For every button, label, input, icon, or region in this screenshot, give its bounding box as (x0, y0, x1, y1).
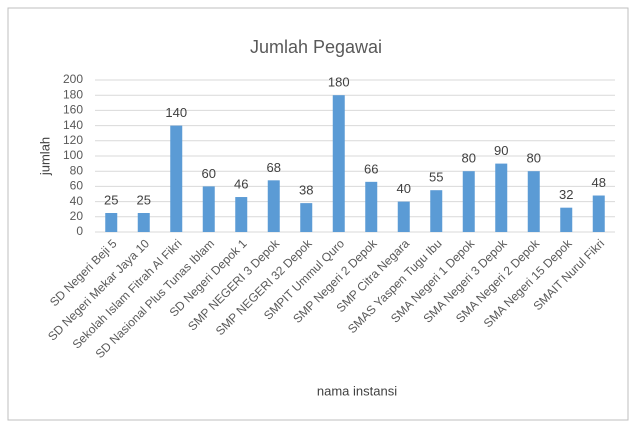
y-tick-label: 120 (63, 133, 83, 147)
bar (365, 181, 378, 232)
bar (397, 201, 410, 232)
bar (430, 190, 443, 232)
bar (560, 207, 573, 232)
x-axis-title: nama instansi (317, 383, 397, 398)
y-tick-label: 100 (63, 148, 83, 162)
bar (462, 171, 475, 232)
bar (235, 197, 248, 232)
bar (267, 180, 280, 232)
data-label: 60 (202, 166, 216, 181)
bar (592, 195, 605, 232)
data-label: 68 (267, 160, 281, 175)
data-label: 90 (494, 143, 508, 158)
y-tick-label: 20 (70, 209, 84, 223)
data-label: 40 (397, 181, 411, 196)
data-label: 180 (328, 75, 350, 90)
y-tick-label: 200 (63, 72, 83, 86)
y-tick-label: 180 (63, 87, 83, 101)
chart-title: Jumlah Pegawai (250, 37, 382, 57)
bar (170, 125, 183, 232)
bar (300, 203, 313, 232)
data-label: 140 (165, 105, 187, 120)
data-label: 55 (429, 170, 443, 185)
data-label: 25 (137, 192, 151, 207)
data-label: 46 (234, 176, 248, 191)
data-label: 66 (364, 161, 378, 176)
data-label: 38 (299, 183, 313, 198)
bar (105, 213, 118, 232)
y-tick-label: 160 (63, 103, 83, 117)
data-label: 25 (104, 192, 118, 207)
data-label: 48 (592, 175, 606, 190)
data-label: 80 (462, 151, 476, 166)
y-tick-label: 80 (70, 163, 84, 177)
data-label: 32 (559, 187, 573, 202)
data-label: 80 (527, 151, 541, 166)
bar (527, 171, 540, 232)
y-tick-label: 140 (63, 118, 83, 132)
bar (332, 95, 345, 232)
y-tick-label: 60 (70, 179, 84, 193)
bar (495, 163, 508, 232)
y-tick-label: 40 (70, 194, 84, 208)
y-axis-title: jumlah (37, 137, 52, 176)
bar (137, 213, 150, 232)
y-tick-label: 0 (76, 224, 83, 238)
bar (202, 186, 215, 232)
